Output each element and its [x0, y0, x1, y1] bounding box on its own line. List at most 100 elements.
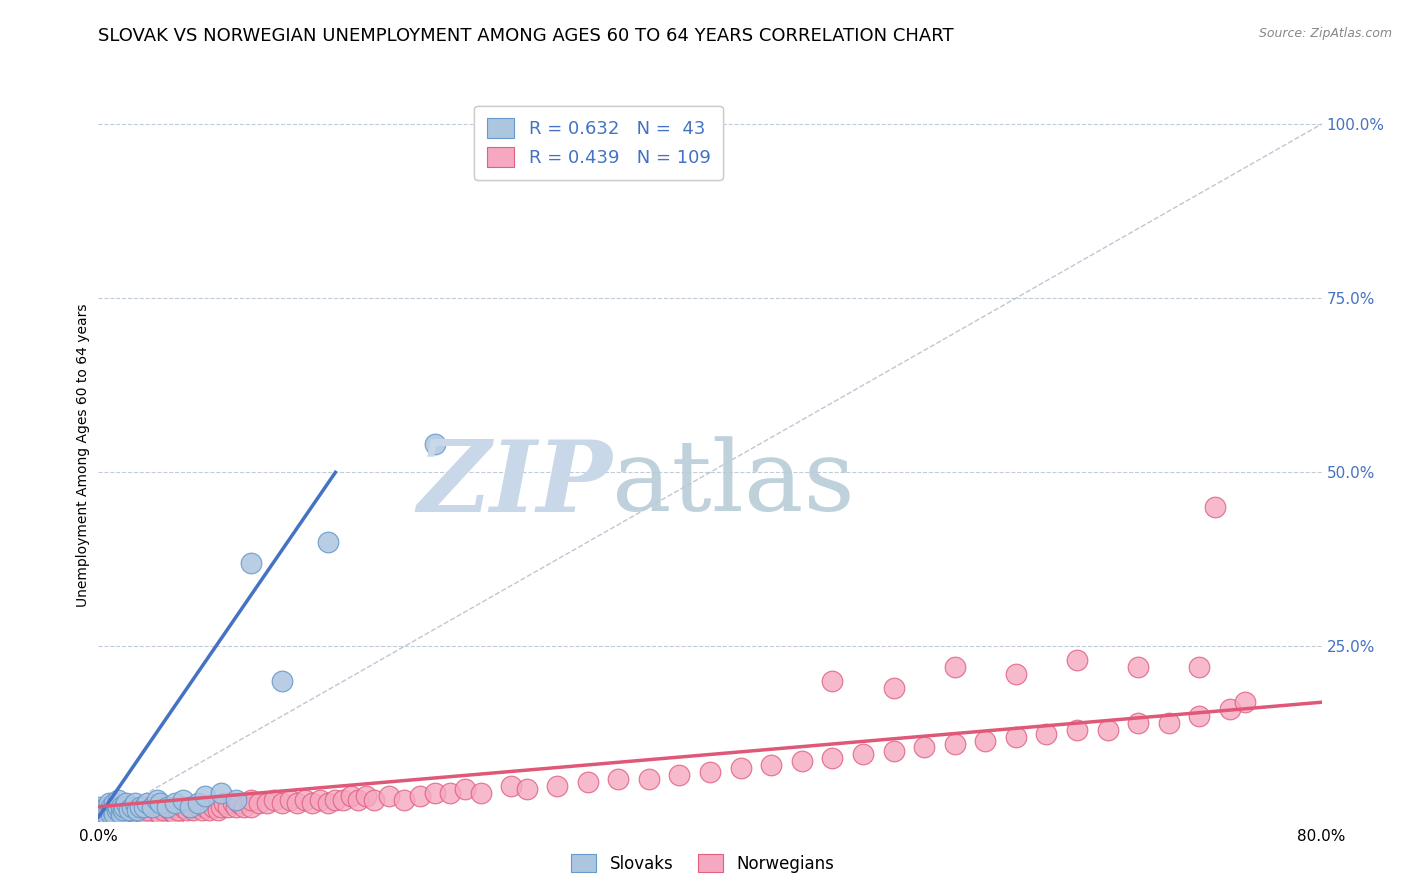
Point	[1128, 660, 1150, 674]
Point	[470, 786, 492, 800]
Point	[240, 793, 263, 807]
Point	[197, 803, 219, 817]
Point	[156, 799, 179, 814]
Point	[103, 803, 125, 817]
Point	[136, 796, 159, 810]
Point	[163, 806, 186, 821]
Point	[423, 437, 446, 451]
Point	[576, 775, 599, 789]
Point	[454, 782, 477, 797]
Point	[115, 803, 138, 817]
Point	[112, 799, 135, 814]
Point	[118, 799, 141, 814]
Point	[149, 796, 172, 810]
Point	[1128, 716, 1150, 731]
Point	[943, 737, 966, 751]
Point	[354, 789, 377, 804]
Legend: R = 0.632   N =  43, R = 0.439   N = 109: R = 0.632 N = 43, R = 0.439 N = 109	[474, 105, 723, 179]
Point	[187, 799, 209, 814]
Point	[1188, 709, 1211, 723]
Point	[141, 799, 163, 814]
Point	[501, 779, 523, 793]
Point	[156, 799, 179, 814]
Point	[134, 799, 156, 814]
Point	[107, 799, 129, 814]
Point	[285, 796, 308, 810]
Point	[110, 806, 132, 821]
Point	[759, 758, 782, 772]
Point	[392, 793, 416, 807]
Point	[516, 782, 538, 797]
Point	[100, 799, 122, 814]
Point	[176, 803, 198, 817]
Point	[256, 796, 278, 810]
Point	[87, 803, 110, 817]
Point	[1234, 695, 1257, 709]
Point	[1004, 730, 1026, 744]
Point	[110, 806, 132, 821]
Point	[1097, 723, 1119, 737]
Point	[121, 803, 143, 817]
Point	[149, 806, 172, 821]
Point	[1188, 660, 1211, 674]
Point	[172, 799, 194, 814]
Point	[730, 761, 752, 775]
Text: atlas: atlas	[612, 436, 855, 532]
Point	[115, 796, 138, 810]
Point	[1219, 702, 1241, 716]
Point	[163, 796, 186, 810]
Point	[125, 803, 148, 817]
Point	[105, 803, 128, 817]
Point	[217, 799, 239, 814]
Point	[363, 793, 385, 807]
Point	[790, 755, 813, 769]
Point	[179, 799, 201, 814]
Point	[172, 793, 194, 807]
Point	[134, 806, 156, 821]
Point	[207, 803, 229, 817]
Point	[821, 674, 844, 689]
Point	[98, 796, 121, 810]
Point	[128, 799, 150, 814]
Point	[145, 793, 167, 807]
Point	[145, 803, 167, 817]
Point	[263, 793, 285, 807]
Point	[294, 793, 316, 807]
Point	[852, 747, 875, 762]
Point	[232, 799, 254, 814]
Point	[149, 799, 172, 814]
Point	[222, 796, 245, 810]
Point	[1204, 500, 1226, 515]
Point	[347, 793, 370, 807]
Point	[110, 799, 132, 814]
Point	[378, 789, 401, 804]
Point	[121, 799, 143, 814]
Point	[187, 796, 209, 810]
Y-axis label: Unemployment Among Ages 60 to 64 years: Unemployment Among Ages 60 to 64 years	[76, 303, 90, 607]
Point	[87, 806, 110, 821]
Point	[821, 751, 844, 765]
Point	[240, 799, 263, 814]
Point	[128, 801, 150, 815]
Text: Source: ZipAtlas.com: Source: ZipAtlas.com	[1258, 27, 1392, 40]
Point	[240, 556, 263, 570]
Point	[408, 789, 430, 804]
Point	[209, 799, 232, 814]
Point	[100, 806, 122, 821]
Point	[576, 137, 599, 152]
Point	[136, 803, 159, 817]
Point	[194, 799, 217, 814]
Point	[309, 793, 332, 807]
Point	[546, 779, 568, 793]
Point	[301, 796, 323, 810]
Point	[247, 796, 270, 810]
Point	[668, 768, 690, 782]
Point	[152, 803, 174, 817]
Point	[159, 803, 181, 817]
Point	[912, 740, 935, 755]
Point	[111, 805, 134, 820]
Point	[163, 799, 186, 814]
Point	[423, 786, 446, 800]
Text: ZIP: ZIP	[418, 436, 612, 533]
Point	[212, 796, 235, 810]
